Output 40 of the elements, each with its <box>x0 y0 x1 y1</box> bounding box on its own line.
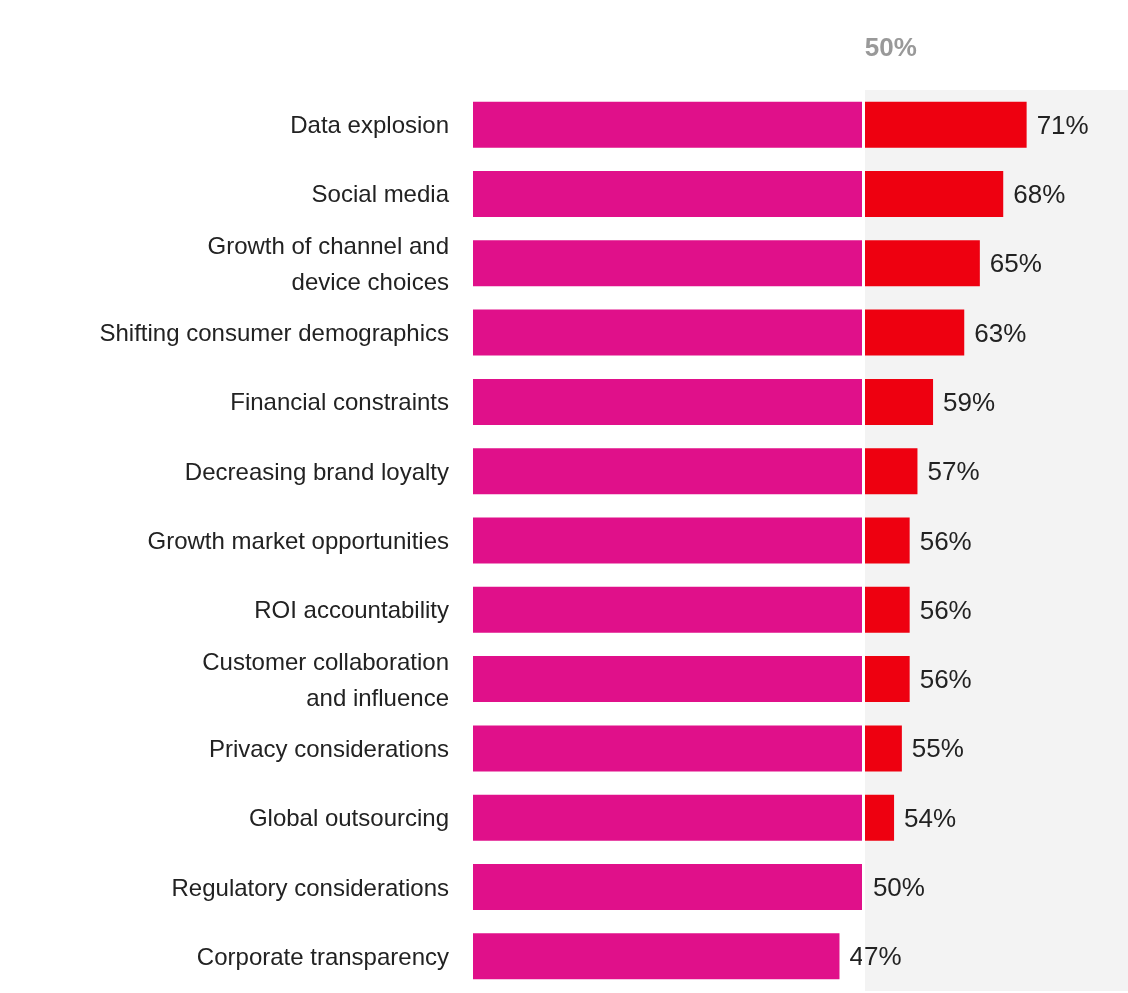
y-tick-label: Global outsourcing <box>248 804 449 832</box>
y-tick-label: ROI accountability <box>254 596 449 624</box>
y-tick-label: Decreasing brand loyalty <box>184 457 449 485</box>
data-label: 54% <box>904 802 957 833</box>
bar <box>473 586 910 633</box>
data-label: 50% <box>872 872 925 903</box>
bar <box>473 864 863 911</box>
data-label: 56% <box>919 525 972 556</box>
bar <box>473 170 1004 217</box>
bar <box>473 794 895 841</box>
y-tick-label: Social media <box>311 180 450 208</box>
y-tick-label: Shifting consumer demographics <box>99 319 449 347</box>
y-tick-label: Financial constraints <box>230 388 449 416</box>
bar <box>473 656 910 703</box>
bar <box>473 933 840 980</box>
y-tick-label: Customer collaboration and influence <box>202 647 449 711</box>
data-label: 56% <box>919 664 972 695</box>
data-label: 63% <box>974 317 1027 348</box>
data-label: 59% <box>943 386 996 417</box>
data-label: 55% <box>911 733 964 764</box>
y-tick-label: Corporate transparency <box>196 942 449 970</box>
data-label: 71% <box>1036 109 1089 140</box>
bar <box>473 378 934 425</box>
data-label: 65% <box>989 248 1042 279</box>
data-label: 56% <box>919 594 972 625</box>
bar <box>473 101 1027 148</box>
data-label: 47% <box>849 941 902 972</box>
y-tick-label: Growth market opportunities <box>147 527 449 554</box>
bar <box>473 725 902 772</box>
bar <box>473 309 965 356</box>
bar <box>473 240 980 287</box>
y-tick-label: Regulatory considerations <box>171 873 449 901</box>
bar <box>473 448 918 495</box>
ref-line-label: 50% <box>864 32 917 62</box>
data-label: 57% <box>927 456 980 487</box>
y-tick-label: Privacy considerations <box>208 734 449 762</box>
y-tick-label: Growth of channel and device choices <box>207 231 449 295</box>
data-label: 68% <box>1013 178 1066 209</box>
bar <box>473 517 910 564</box>
y-tick-label: Data explosion <box>290 111 449 139</box>
